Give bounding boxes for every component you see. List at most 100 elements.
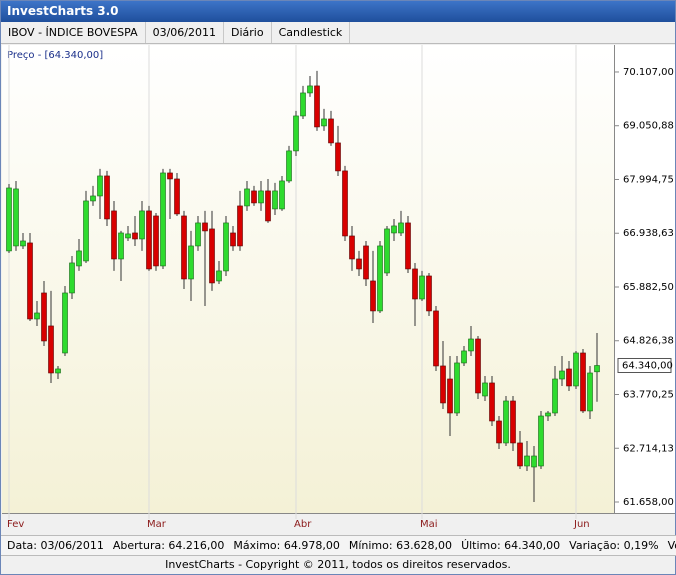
candle-body — [363, 245, 369, 280]
candle-body — [468, 338, 474, 352]
candle-body — [160, 172, 166, 267]
price-tag: 64.340,00 — [622, 360, 673, 371]
candle-body — [391, 225, 397, 234]
candle-body — [412, 268, 418, 300]
candle-body — [216, 270, 222, 282]
status-item: Abertura: 64.216,00 — [112, 539, 225, 552]
candle-body — [6, 187, 12, 252]
candle-body — [111, 210, 117, 260]
y-tick-label: 62.714,13 — [623, 443, 674, 454]
candle-body — [524, 455, 530, 467]
candle-body — [587, 372, 593, 412]
candle-body — [118, 232, 124, 260]
candle-body — [328, 118, 334, 144]
x-tick-label: Fev — [7, 519, 24, 530]
candle-body — [237, 205, 243, 247]
status-bar: Data: 03/06/2011 Abertura: 64.216,00 Máxim… — [1, 535, 676, 556]
candle-body — [244, 188, 250, 207]
candle-body — [167, 172, 173, 180]
candle-body — [139, 210, 145, 240]
status-item: Volume: 4.755.5 — [667, 539, 676, 552]
x-tick-label: Abr — [294, 519, 312, 530]
candle-body — [349, 235, 355, 260]
y-tick-label: 64.826,38 — [623, 336, 674, 347]
candle-body — [482, 382, 488, 397]
candle-body — [510, 400, 516, 444]
candle-body — [335, 142, 341, 172]
y-tick-label: 69.050,88 — [623, 121, 674, 132]
x-tick-label: Mar — [147, 519, 167, 530]
candle-body — [573, 352, 579, 387]
chart: Preço - [64.340,00] 61.658,00 62.714,13 63… — [2, 45, 675, 530]
candle-body — [132, 232, 138, 240]
footer: InvestCharts - Copyright © 2011, todos o… — [165, 558, 511, 571]
candle-body — [489, 382, 495, 422]
candle-body — [48, 325, 54, 374]
status-item: Variação: 0,19% — [569, 539, 659, 552]
candle-body — [552, 378, 558, 414]
toolbar-item[interactable]: Candlestick — [272, 22, 351, 43]
candle-body — [83, 200, 89, 262]
candle-body — [496, 420, 502, 444]
candle-body — [202, 222, 208, 232]
candle-body — [195, 222, 201, 247]
candle-body — [41, 292, 47, 342]
axis-area — [615, 45, 675, 513]
status-item: Máximo: 64.978,00 — [233, 539, 340, 552]
candle-body — [265, 190, 271, 222]
candle-body — [300, 92, 306, 117]
candle-body — [153, 215, 159, 267]
candle-body — [90, 195, 96, 202]
candle-body — [440, 365, 446, 404]
candle-body — [321, 118, 327, 127]
candle-body — [69, 262, 75, 294]
candle-body — [426, 275, 432, 312]
candle-body — [62, 292, 68, 354]
candle-body — [398, 222, 404, 234]
candle-body — [356, 258, 362, 270]
candle-body — [538, 415, 544, 467]
candle-body — [174, 178, 180, 215]
toolbar: IBOV - ÍNDICE BOVESPA 03/06/2011 Diário … — [1, 22, 675, 44]
candle-body — [405, 222, 411, 270]
toolbar-item[interactable]: IBOV - ÍNDICE BOVESPA — [1, 22, 146, 43]
candle-body — [97, 175, 103, 197]
toolbar-item[interactable]: Diário — [224, 22, 272, 43]
candle-body — [209, 228, 215, 284]
candle-body — [461, 350, 467, 364]
candle-body — [447, 378, 453, 414]
candle-body — [503, 400, 509, 444]
y-tick-label: 65.882,50 — [623, 282, 674, 293]
candle-body — [20, 240, 26, 247]
candle-body — [594, 365, 600, 373]
candle-body — [559, 370, 565, 380]
candle-body — [454, 362, 460, 414]
status-item: Último: 64.340,00 — [461, 539, 561, 552]
status-item: Data: 03/06/2011 — [7, 539, 104, 552]
status-item: Mínimo: 63.628,00 — [348, 539, 453, 552]
candle-body — [384, 228, 390, 274]
y-tick-label: 70.107,00 — [623, 67, 674, 78]
candle-body — [279, 180, 285, 210]
candle-body — [34, 312, 40, 320]
toolbar-item[interactable]: 03/06/2011 — [146, 22, 224, 43]
candle-body — [251, 190, 257, 204]
y-tick-label: 63.770,25 — [623, 389, 674, 400]
candle-body — [13, 188, 19, 247]
candle-body — [377, 245, 383, 312]
candle-body — [258, 190, 264, 204]
candle-body — [307, 85, 313, 94]
candle-body — [293, 115, 299, 152]
y-tick-label: 67.994,75 — [623, 174, 674, 185]
price-tag-box — [617, 357, 672, 373]
candle-body — [517, 442, 523, 467]
candle-body — [181, 215, 187, 280]
candle-body — [433, 310, 439, 367]
candle-body — [146, 210, 152, 270]
candle-body — [223, 222, 229, 272]
candle-body — [188, 245, 194, 280]
candle-body — [272, 190, 278, 210]
candle-body — [314, 85, 320, 128]
x-tick-label: Mai — [420, 519, 438, 530]
candle-body — [230, 232, 236, 247]
